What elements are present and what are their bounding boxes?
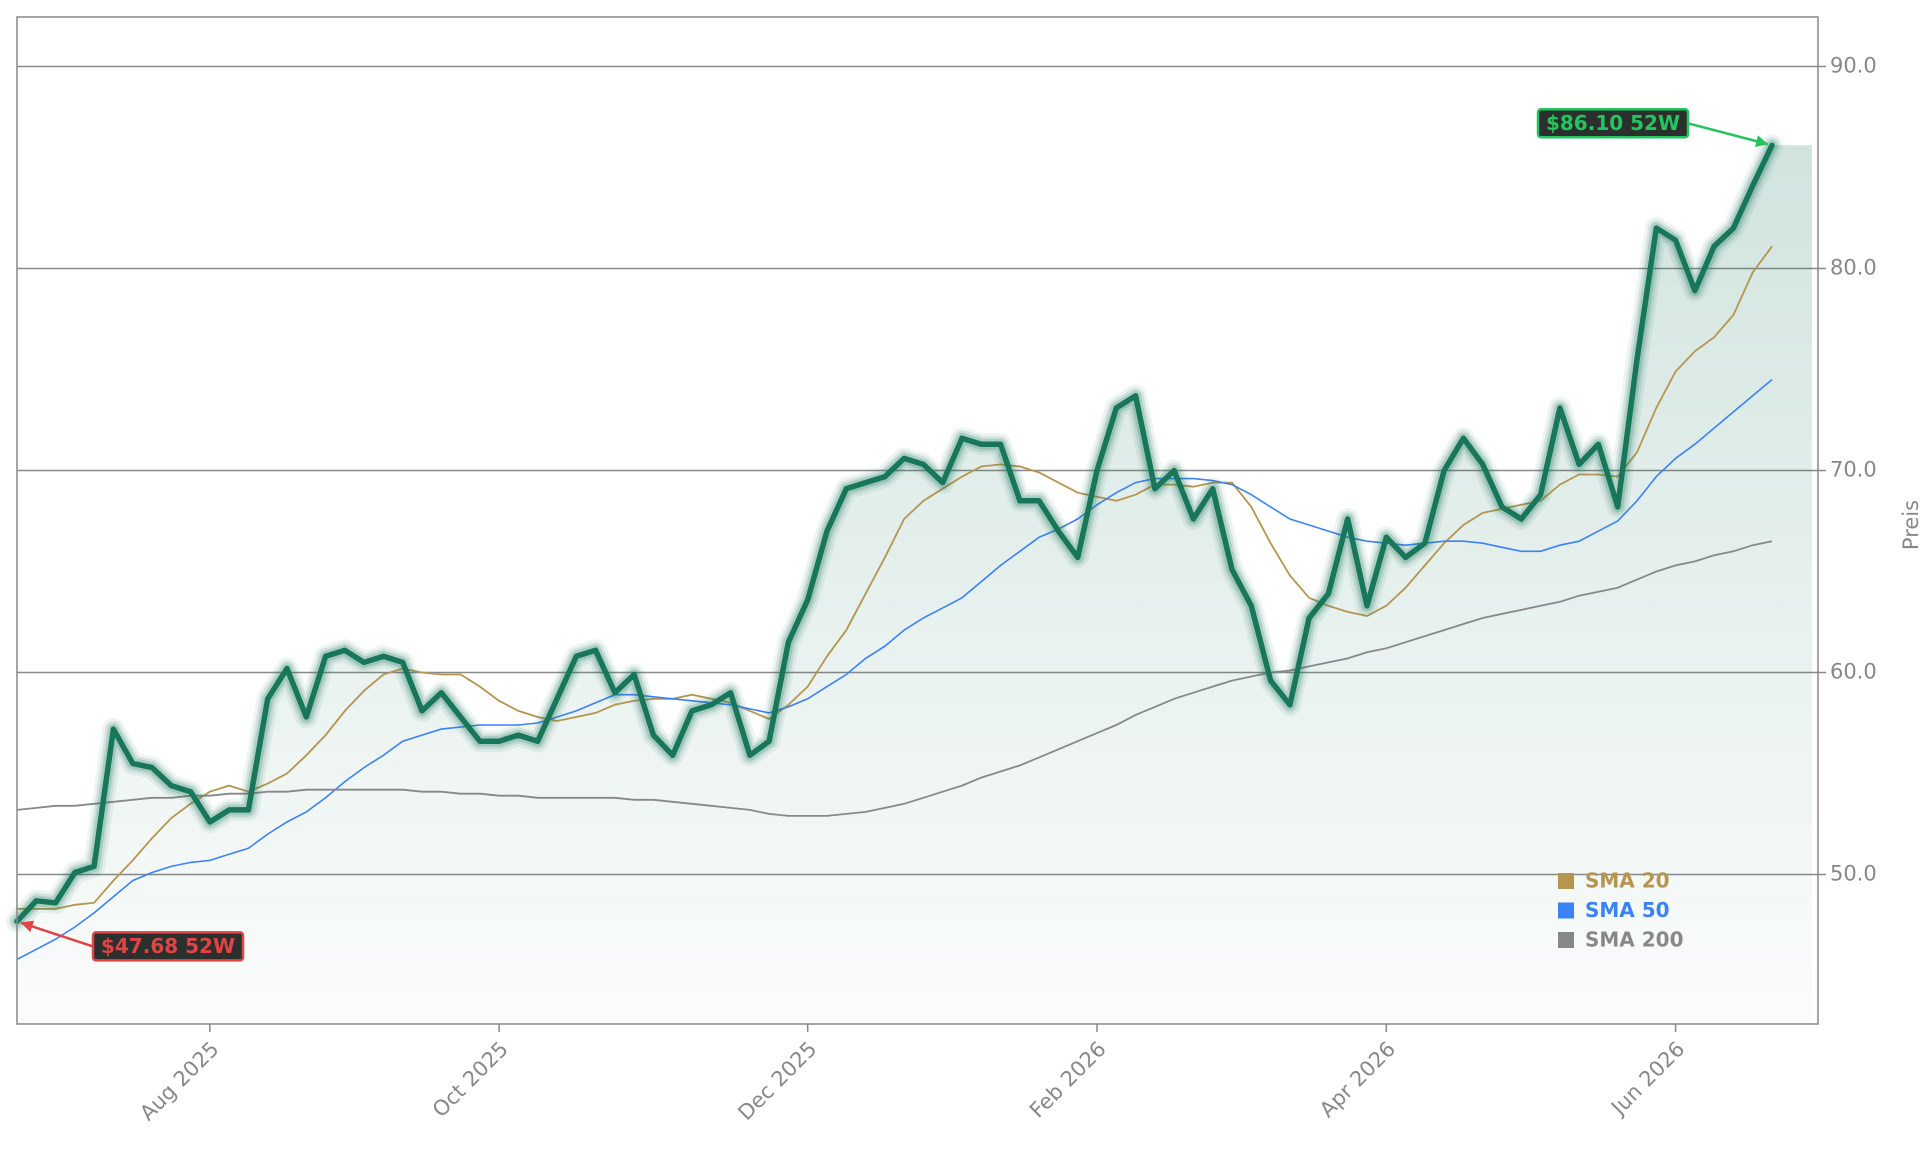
x-tick-label: Jun 2026 [1605,1037,1689,1121]
legend-swatch [1558,902,1574,919]
x-tick-label: Oct 2025 [428,1037,513,1122]
annotation-box [1536,108,1690,139]
price-line [14,142,1775,925]
sma-line [17,245,1773,910]
price-area [17,145,1812,1025]
y-tick-label: 70.0 [1830,458,1877,482]
y-tick-label: 50.0 [1830,862,1877,886]
plot-frame [16,16,1819,1025]
annotation-box [91,931,245,962]
annotation-arrowhead [1755,135,1769,148]
legend-swatch [1558,932,1574,948]
annotation-text: $86.10 52W [1546,111,1680,135]
legend-label: SMA 200 [1585,928,1684,952]
x-tick-label: Apr 2026 [1315,1037,1400,1122]
sma-line [16,378,1773,961]
annotation-arrowhead [20,920,35,933]
legend-label: SMA 50 [1585,898,1670,922]
x-tick-label: Aug 2025 [135,1037,223,1125]
legend-swatch [1558,873,1574,889]
annotation-arrow [1687,122,1769,146]
y-tick-label: 80.0 [1830,255,1877,279]
y-tick-label: 90.0 [1830,53,1877,77]
sma-line [16,540,1773,817]
y-tick-label: 60.0 [1830,660,1877,684]
x-tick-label: Dec 2025 [733,1037,821,1125]
x-tick-label: Feb 2026 [1025,1037,1111,1123]
annotation-text: $47.68 52W [101,934,235,958]
annotation-arrow [20,921,94,948]
y-axis-label: Preis [1899,500,1923,550]
legend-label: SMA 20 [1585,869,1670,893]
